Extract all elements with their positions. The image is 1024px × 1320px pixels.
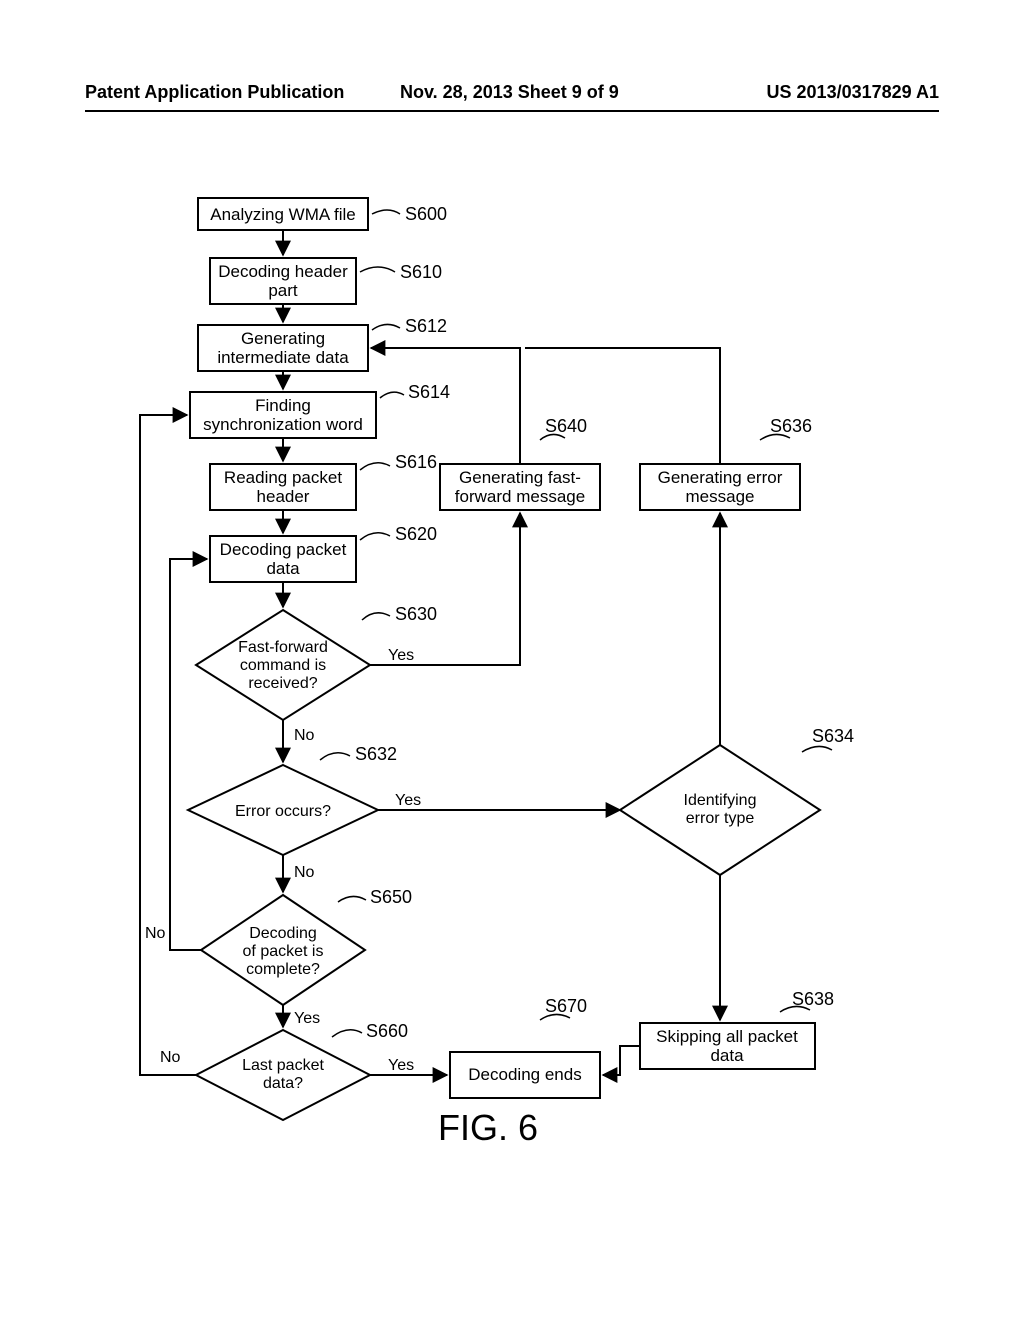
branch-S632-yes: Yes	[395, 792, 421, 809]
leader-S650	[338, 896, 366, 902]
leader-S630	[362, 613, 390, 620]
node-S616-text-0: Reading packet	[224, 468, 342, 487]
label-S660: S660	[366, 1021, 408, 1041]
node-S614-text-0: Finding	[255, 396, 311, 415]
node-S630-text-0: Fast-forward	[238, 639, 328, 656]
branch-S660-no: No	[160, 1049, 181, 1066]
node-S634-text-1: error type	[686, 810, 755, 827]
label-S650: S650	[370, 887, 412, 907]
node-S634: Identifying error type	[620, 745, 820, 875]
edge-S636-S612	[525, 348, 720, 464]
node-S640: Generating fast- forward message	[440, 464, 600, 510]
node-S650-text-2: complete?	[246, 961, 320, 978]
node-S614: Finding synchronization word	[190, 392, 376, 438]
node-S620-text-1: data	[266, 559, 300, 578]
branch-S650-no: No	[145, 925, 166, 942]
node-S640-text-1: forward message	[455, 487, 585, 506]
node-S636-text-0: Generating error	[658, 468, 783, 487]
node-S640-text-0: Generating fast-	[459, 468, 581, 487]
edge-S660-loop-S614	[140, 415, 196, 1075]
branch-S630-yes: Yes	[388, 647, 414, 664]
node-S670-text-0: Decoding ends	[468, 1065, 581, 1084]
label-S616: S616	[395, 452, 437, 472]
node-S612: Generating intermediate data	[198, 325, 368, 371]
node-S650: Decoding of packet is complete?	[201, 895, 365, 1005]
branch-S632-no: No	[294, 864, 315, 881]
label-S614: S614	[408, 382, 450, 402]
flowchart-svg: Analyzing WMA file S600 Decoding header …	[0, 0, 1024, 1320]
node-S638: Skipping all packet data	[640, 1023, 815, 1069]
edge-S640-S612	[371, 348, 520, 464]
node-S638-text-0: Skipping all packet	[656, 1027, 798, 1046]
node-S632-text-0: Error occurs?	[235, 803, 331, 820]
node-S620-text-0: Decoding packet	[220, 540, 347, 559]
node-S610-text-0: Decoding header	[218, 262, 348, 281]
leader-S660	[332, 1030, 362, 1037]
page: Patent Application Publication Nov. 28, …	[0, 0, 1024, 1320]
node-S630-text-1: command is	[240, 657, 326, 674]
node-S660-text-1: data?	[263, 1075, 303, 1092]
branch-S660-yes: Yes	[388, 1057, 414, 1074]
branch-S650-yes: Yes	[294, 1010, 320, 1027]
label-S670: S670	[545, 996, 587, 1016]
node-S616-text-1: header	[257, 487, 310, 506]
figure-caption: FIG. 6	[438, 1107, 538, 1148]
node-S612-text-0: Generating	[241, 329, 325, 348]
node-S600: Analyzing WMA file	[198, 198, 368, 230]
node-S614-text-1: synchronization word	[203, 415, 363, 434]
leader-S616	[360, 463, 390, 470]
leader-S632	[320, 753, 350, 760]
node-S632: Error occurs?	[188, 765, 378, 855]
node-S616: Reading packet header	[210, 464, 356, 510]
leader-S620	[360, 533, 390, 540]
label-S634: S634	[812, 726, 854, 746]
leader-S614	[380, 392, 404, 398]
leader-S600	[372, 210, 400, 214]
node-S612-text-1: intermediate data	[217, 348, 349, 367]
node-S670: Decoding ends	[450, 1052, 600, 1098]
node-S650-text-0: Decoding	[249, 925, 317, 942]
node-S636: Generating error message	[640, 464, 800, 510]
node-S620: Decoding packet data	[210, 536, 356, 582]
node-S636-text-1: message	[686, 487, 755, 506]
edge-S638-S670	[603, 1046, 640, 1075]
label-S610: S610	[400, 262, 442, 282]
label-S612: S612	[405, 316, 447, 336]
leader-S612	[372, 324, 400, 330]
label-S632: S632	[355, 744, 397, 764]
edge-S630-S640	[370, 513, 520, 665]
node-S630-text-2: received?	[248, 675, 317, 692]
label-S640: S640	[545, 416, 587, 436]
leader-S610	[360, 267, 395, 272]
node-S660: Last packet data?	[196, 1030, 370, 1120]
node-S610-text-1: part	[268, 281, 298, 300]
node-S630: Fast-forward command is received?	[196, 610, 370, 720]
label-S630: S630	[395, 604, 437, 624]
branch-S630-no: No	[294, 727, 315, 744]
label-S620: S620	[395, 524, 437, 544]
node-S650-text-1: of packet is	[243, 943, 324, 960]
node-S610: Decoding header part	[210, 258, 356, 304]
node-S638-text-1: data	[710, 1046, 744, 1065]
node-S600-text: Analyzing WMA file	[210, 205, 356, 224]
label-S638: S638	[792, 989, 834, 1009]
edge-S650-loop-S620	[170, 559, 207, 950]
node-S634-text-0: Identifying	[684, 792, 757, 809]
label-S600: S600	[405, 204, 447, 224]
leader-S634	[802, 746, 832, 752]
label-S636: S636	[770, 416, 812, 436]
node-S660-text-0: Last packet	[242, 1057, 324, 1074]
